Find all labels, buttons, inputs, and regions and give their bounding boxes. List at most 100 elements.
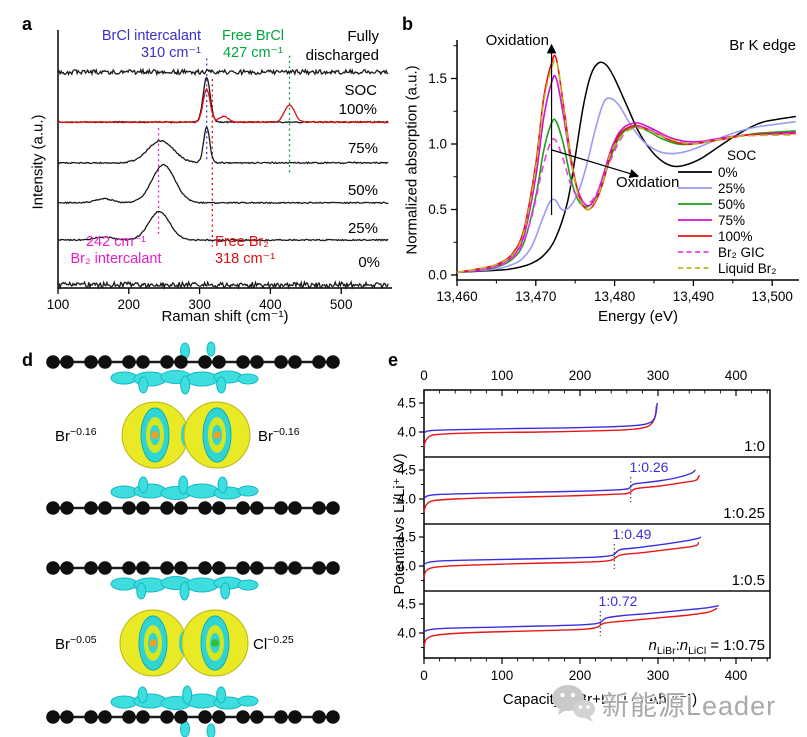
spectrum-curve: [57, 279, 389, 291]
carbon-atom: [326, 501, 340, 515]
halogen-atom: [121, 401, 189, 469]
isosurface-lobe: [185, 483, 219, 499]
isosurface-spike: [206, 341, 216, 357]
bottom-x-tick-label: 0: [420, 668, 428, 683]
isosurface-lobe: [110, 695, 138, 709]
isosurface-spike: [206, 723, 216, 737]
y-tick-label: 4.5: [397, 396, 416, 411]
carbon-atom: [236, 501, 250, 515]
carbon-atom: [160, 355, 174, 369]
carbon-atom: [136, 501, 150, 515]
y-tick-label: 1.0: [428, 137, 447, 152]
xas-curve: [456, 74, 796, 274]
annotation-line: Br₂ intercalant: [70, 251, 162, 267]
step-label-049: 1:0.49: [612, 526, 652, 542]
carbon-atom: [198, 501, 212, 515]
carbon-atom: [98, 355, 112, 369]
charge-superscript: −0.25: [267, 634, 294, 646]
carbon-atom: [60, 355, 74, 369]
panel-b-plot: 13,460 13,470 13,480 13,490 13,500 0.0 0.5 1.0 1…: [428, 40, 799, 304]
annotation-line: Free Br₂: [215, 234, 269, 250]
carbon-atom: [198, 561, 212, 575]
halogen-atom: [181, 609, 249, 677]
carbon-atom: [160, 501, 174, 515]
curve-label-fully-discharged: Fully discharged: [306, 27, 379, 65]
isosurface-spike: [138, 476, 149, 494]
annotation-br2-intercalant: 242 cm⁻¹ Br₂ intercalant: [70, 234, 161, 268]
carbon-atom: [60, 561, 74, 575]
top-x-tick-label: 0: [420, 368, 428, 383]
curve-label-line: 100%: [338, 101, 377, 118]
nucleus: [213, 431, 221, 439]
carbon-atom: [326, 355, 340, 369]
carbon-atom: [212, 501, 226, 515]
legend-title: SOC: [727, 148, 757, 163]
bottom-x-tick-label: 200: [569, 668, 592, 683]
isosurface-lobe: [110, 485, 138, 499]
carbon-atom: [174, 501, 188, 515]
charge-curve: [423, 536, 702, 566]
charge-isosurface: [110, 685, 259, 710]
carbon-atom: [84, 561, 98, 575]
spectrum-curve: [57, 125, 389, 165]
x-tick-label: 13,480: [594, 289, 635, 304]
carbon-atom: [288, 501, 302, 515]
carbon-atom: [236, 561, 250, 575]
x-tick-label: 500: [330, 297, 353, 312]
carbon-atom: [122, 355, 136, 369]
y-tick-label: 4.5: [397, 463, 416, 478]
halogen-atom: [119, 609, 187, 677]
legend-label: Liquid Br₂: [718, 261, 777, 276]
carbon-atom: [312, 355, 326, 369]
xas-curve: [456, 61, 796, 274]
ratio-formula-label: nLiBr:nLiCl = 1:0.75: [649, 637, 765, 657]
carbon-atom: [174, 355, 188, 369]
carbon-atom: [46, 355, 60, 369]
isosurface-lobe: [237, 579, 259, 591]
y-tick-label: 0.5: [428, 202, 447, 217]
discharge-curve: [423, 405, 658, 448]
halogen-atom: [183, 401, 251, 469]
carbon-atom: [288, 710, 302, 724]
nucleus: [211, 639, 219, 647]
charge-superscript: −0.05: [70, 634, 97, 646]
annotation-line: 318 cm⁻¹: [215, 251, 276, 267]
carbon-atom: [236, 710, 250, 724]
x-tick-label: 100: [47, 297, 70, 312]
formula-sub: LiCl: [688, 645, 707, 657]
isosurface-lobe: [237, 373, 259, 385]
charge-isosurface: [110, 475, 259, 500]
annotation-line: BrCl intercalant: [101, 28, 201, 44]
carbon-atom: [98, 561, 112, 575]
isosurface-spike: [138, 376, 149, 394]
molecule2-left-label: Br−0.05: [55, 634, 97, 653]
carbon-atom: [312, 501, 326, 515]
y-tick-label: 4.5: [397, 597, 416, 612]
carbon-atom: [288, 561, 302, 575]
isosurface-lobe: [110, 577, 138, 591]
xas-curve: [456, 97, 796, 274]
isosurface-spike: [220, 582, 231, 600]
isosurface-lobe: [237, 695, 259, 707]
carbon-chain: [46, 710, 340, 724]
charge-superscript: −0.16: [273, 426, 300, 438]
oxidation-up-label: Oxidation: [485, 32, 549, 49]
discharge-curve: [423, 474, 700, 513]
curve-label-75: 75%: [347, 140, 378, 157]
carbon-atom: [160, 561, 174, 575]
nucleus: [149, 639, 157, 647]
molecule2-right-label: Cl−0.25: [253, 634, 294, 653]
ratio-label-1-0: 1:0: [744, 438, 765, 455]
isosurface-spike: [180, 375, 191, 395]
isosurface-lobe: [110, 371, 138, 385]
charge-superscript: −0.16: [70, 426, 97, 438]
carbon-atom: [250, 710, 264, 724]
charge-isosurface: [110, 370, 259, 395]
ratio-label-1-025: 1:0.25: [723, 505, 765, 522]
formula-sub: LiBr: [656, 645, 676, 657]
carbon-atom: [122, 710, 136, 724]
step-label-072: 1:0.72: [598, 593, 638, 609]
panel-e-plot: 0 0 100 100 200 200 300 300 400 400 4.0 4.5 4.0 4.5 4.…: [397, 368, 771, 683]
step-label-026: 1:0.26: [629, 459, 669, 475]
isosurface-spike: [216, 686, 227, 704]
